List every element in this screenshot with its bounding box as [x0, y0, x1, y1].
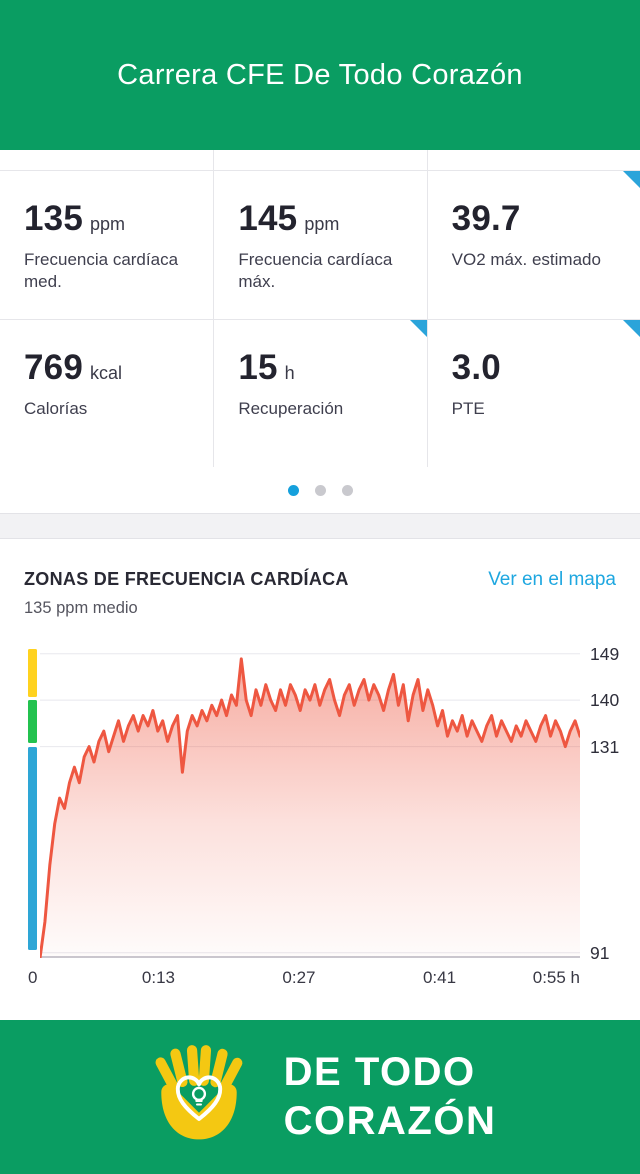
stat-unit: ppm — [90, 214, 126, 234]
stat-pte[interactable]: 3.0 PTE — [426, 319, 640, 467]
stat-value: 3.0 — [451, 348, 501, 387]
stat-vo2max[interactable]: 39.7 VO2 máx. estimado — [426, 171, 640, 319]
stat-calories: 769 kcal Calorías — [0, 319, 214, 467]
pagination-dot-2[interactable] — [314, 484, 326, 496]
hr-chart-block: 149 140 131 91 0 0:13 0:27 0:41 0:55 h — [0, 643, 640, 996]
brand-footer: DE TODO CORAZÓN — [0, 1020, 640, 1174]
hr-zone-bar-green — [28, 700, 37, 744]
hr-zones-subtitle: 135 ppm medio — [24, 599, 138, 617]
stat-label: Frecuencia cardíaca máx. — [238, 250, 393, 292]
y-tick-label: 131 — [590, 736, 620, 757]
brand-line-1: DE TODO — [283, 1050, 476, 1095]
x-axis-labels: 0 0:13 0:27 0:41 0:55 h — [28, 958, 580, 996]
pagination-dots — [0, 467, 640, 513]
stat-value: 145 — [238, 199, 298, 238]
hands-heart-bulb-logo-icon — [155, 1045, 243, 1140]
hr-zone-bars — [28, 646, 37, 958]
y-tick-label: 91 — [590, 942, 610, 963]
y-tick-label: 149 — [590, 643, 620, 664]
pagination-dot-3[interactable] — [341, 484, 353, 496]
x-tick-label: 0 — [28, 968, 38, 987]
stat-value: 15 — [238, 348, 278, 387]
stat-value: 769 — [24, 348, 83, 387]
stat-label: Calorías — [24, 399, 88, 418]
x-tick-label: 0:41 — [422, 968, 457, 987]
stat-avg-hr: 135 ppm Frecuencia cardíaca med. — [0, 171, 213, 319]
x-tick-label: 0:13 — [141, 968, 176, 987]
activity-header: Carrera CFE De Todo Corazón — [0, 0, 640, 150]
y-tick-label: 140 — [590, 690, 620, 711]
stat-label: PTE — [451, 399, 485, 418]
info-corner-icon[interactable] — [409, 320, 427, 337]
stat-unit: ppm — [304, 214, 340, 234]
activity-title: Carrera CFE De Todo Corazón — [117, 58, 523, 91]
info-corner-icon[interactable] — [622, 320, 640, 337]
divider — [213, 150, 215, 170]
x-tick-label: 0:55 h — [532, 968, 580, 987]
hr-zone-bar-yellow — [28, 649, 37, 698]
brand-line-2: CORAZÓN — [283, 1099, 497, 1143]
hr-line-chart — [40, 646, 580, 958]
hr-zone-bar-blue — [28, 746, 37, 950]
stat-recovery[interactable]: 15 h Recuperación — [213, 319, 427, 467]
divider — [426, 150, 428, 170]
y-axis-labels: 149 140 131 91 — [580, 643, 630, 963]
hr-zones-section: ZONAS DE FRECUENCIA CARDÍACA Ver en el m… — [0, 539, 640, 1020]
stat-value: 39.7 — [451, 199, 521, 238]
stat-label: Frecuencia cardíaca med. — [24, 250, 179, 292]
view-on-map-link[interactable]: Ver en el mapa — [488, 569, 616, 590]
pagination-dot-1-active[interactable] — [287, 484, 299, 496]
stat-unit: h — [284, 363, 295, 383]
hr-chart-svg — [40, 646, 580, 958]
x-tick-label: 0:27 — [282, 968, 316, 987]
stat-label: Recuperación — [238, 399, 344, 418]
info-corner-icon[interactable] — [622, 171, 640, 188]
stat-value: 135 — [24, 199, 83, 238]
stat-max-hr: 145 ppm Frecuencia cardíaca máx. — [213, 171, 426, 319]
hr-zones-title: ZONAS DE FRECUENCIA CARDÍACA — [24, 569, 349, 589]
stat-label: VO2 máx. estimado — [451, 250, 601, 269]
stats-prev-row-cut — [0, 150, 640, 171]
stats-grid: 135 ppm Frecuencia cardíaca med. 145 ppm… — [0, 171, 640, 467]
brand-wordmark: DE TODO CORAZÓN — [284, 1048, 497, 1146]
section-separator — [0, 513, 640, 539]
stat-unit: kcal — [90, 363, 123, 383]
